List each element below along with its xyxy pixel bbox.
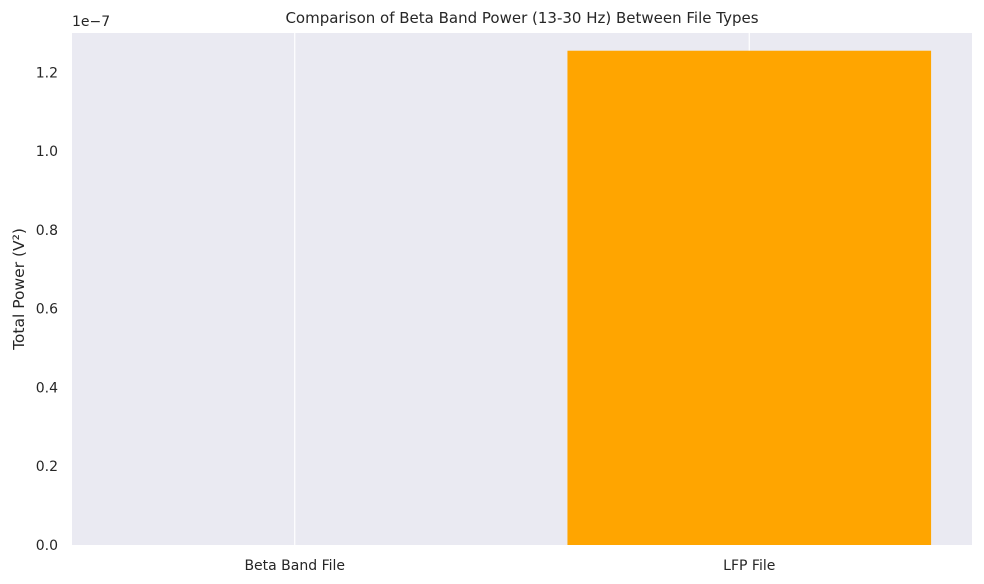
y-axis-offset-label: 1e−7 [72, 14, 110, 30]
x-tick-label: LFP File [723, 558, 775, 574]
y-tick-labels: 0.0 0.2 0.4 0.6 0.8 1.0 1.2 [36, 65, 58, 554]
y-tick-label: 0.4 [36, 380, 58, 396]
y-tick-label: 0.8 [36, 223, 58, 239]
bars [567, 50, 932, 545]
y-tick-label: 1.0 [36, 144, 58, 160]
bar-lfp-file [567, 50, 932, 545]
y-tick-label: 0.2 [36, 459, 58, 475]
x-tick-label: Beta Band File [244, 558, 345, 574]
y-tick-label: 1.2 [36, 65, 58, 81]
y-tick-label: 0.0 [36, 538, 58, 554]
chart-title: Comparison of Beta Band Power (13-30 Hz)… [285, 9, 758, 27]
y-axis-label: Total Power (V²) [10, 228, 28, 351]
x-tick-labels: Beta Band File LFP File [244, 558, 775, 574]
y-tick-label: 0.6 [36, 302, 58, 318]
